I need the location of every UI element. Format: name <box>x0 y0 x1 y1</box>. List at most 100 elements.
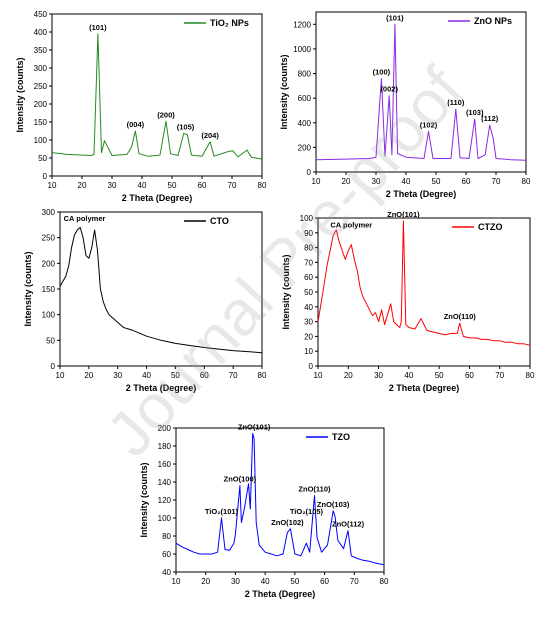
plot-frame <box>315 11 527 173</box>
y-tick-label: 180 <box>158 442 172 451</box>
x-tick-label: 60 <box>198 181 207 190</box>
chart-panel-4: 10 20 30 40 50 60 70 8001020304050607080901002 … <box>281 210 535 393</box>
x-tick-label: 80 <box>522 177 531 186</box>
y-tick-label: 140 <box>158 478 172 487</box>
chart-panel-3: 10 20 30 40 50 60 70 80 0 50 100 150 200 250 300 2 Thet… <box>23 208 267 393</box>
y-tick-label: 600 <box>298 94 312 103</box>
x-tick-label: 70 <box>492 177 501 186</box>
x-tick-label: 80 <box>526 371 535 380</box>
y-tick-label: 70 <box>304 258 313 267</box>
plot-frame <box>51 13 263 177</box>
y-tick-label: 30 <box>304 318 313 327</box>
plot-frame <box>317 217 531 367</box>
x-tick-label: 70 <box>228 181 237 190</box>
y-axis-label: Intensity (counts) <box>281 254 291 329</box>
peak-label: ZnO(101) <box>387 210 420 219</box>
y-tick-label: 200 <box>34 100 48 109</box>
x-tick-label: 30 <box>113 371 122 380</box>
chart-panel-1: 10 20 30 40 50 60 70 80 0 50 100 150 200 250 300 350 400… <box>15 10 267 203</box>
x-tick-label: 30 <box>374 371 383 380</box>
y-tick-label: 90 <box>304 229 313 238</box>
peak-label: (100) <box>373 67 391 76</box>
x-tick-label: 60 <box>465 371 474 380</box>
y-axis-label: Intensity (counts) <box>15 57 25 132</box>
x-tick-label: 10 <box>56 371 65 380</box>
peak-label: (004) <box>127 120 145 129</box>
y-tick-label: 450 <box>34 10 48 19</box>
y-tick-label: 300 <box>42 208 56 217</box>
x-tick-label: 80 <box>258 181 267 190</box>
legend-label: CTO <box>210 216 229 226</box>
series-line <box>59 226 263 354</box>
y-tick-label: 20 <box>304 332 313 341</box>
x-tick-label: 60 <box>200 371 209 380</box>
legend-label: TiO₂ NPs <box>210 18 249 28</box>
x-tick-label: 40 <box>402 177 411 186</box>
x-tick-label: 30 <box>231 577 240 586</box>
x-tick-label: 70 <box>229 371 238 380</box>
x-tick-label: 20 <box>342 177 351 186</box>
y-tick-label: 60 <box>304 273 313 282</box>
x-tick-label: 80 <box>258 371 267 380</box>
legend-label: ZnO NPs <box>474 16 512 26</box>
x-axis-label: 2 Theta (Degree) <box>245 589 316 599</box>
x-tick-label: 10 <box>314 371 323 380</box>
x-axis-label: 2 Theta (Degree) <box>389 383 460 393</box>
y-tick-label: 150 <box>42 285 56 294</box>
y-tick-label: 40 <box>162 568 171 577</box>
series-line <box>51 33 263 160</box>
y-tick-label: 200 <box>298 143 312 152</box>
y-tick-label: 50 <box>38 154 47 163</box>
y-tick-label: 400 <box>298 119 312 128</box>
legend-label: CTZO <box>478 222 503 232</box>
peak-label: (200) <box>157 110 175 119</box>
y-tick-label: 1200 <box>293 20 311 29</box>
y-tick-label: 800 <box>298 70 312 79</box>
peak-label: ZnO(110) <box>298 485 331 494</box>
plot-frame <box>59 211 263 367</box>
x-tick-label: 40 <box>138 181 147 190</box>
y-tick-label: 80 <box>162 532 171 541</box>
legend-label: TZO <box>332 432 350 442</box>
x-tick-label: 30 <box>108 181 117 190</box>
y-tick-label: 1000 <box>293 45 311 54</box>
x-tick-label: 10 <box>312 177 321 186</box>
y-tick-label: 0 <box>307 168 312 177</box>
y-tick-label: 0 <box>43 172 48 181</box>
y-axis-label: Intensity (counts) <box>23 251 33 326</box>
peak-label: CA polymer <box>64 214 106 223</box>
y-tick-label: 100 <box>300 214 314 223</box>
peak-label: ZnO(102) <box>271 518 304 527</box>
peak-label: (105) <box>177 123 195 132</box>
y-tick-label: 300 <box>34 64 48 73</box>
series-line <box>315 23 527 161</box>
x-tick-label: 20 <box>201 577 210 586</box>
x-tick-label: 40 <box>404 371 413 380</box>
series-line <box>175 432 385 566</box>
x-axis-label: 2 Theta (Degree) <box>386 189 457 199</box>
peak-label: (002) <box>380 85 398 94</box>
y-tick-label: 0 <box>51 362 56 371</box>
peak-label: ZnO(112) <box>332 520 365 529</box>
y-tick-label: 200 <box>42 259 56 268</box>
y-tick-label: 100 <box>158 514 172 523</box>
x-tick-label: 30 <box>372 177 381 186</box>
x-axis-label: 2 Theta (Degree) <box>126 383 197 393</box>
peak-label: ZnO(103) <box>317 500 350 509</box>
peak-label: (112) <box>481 114 499 123</box>
plot-frame <box>175 427 385 573</box>
x-tick-label: 20 <box>78 181 87 190</box>
y-axis-label: Intensity (counts) <box>139 462 149 537</box>
y-tick-label: 120 <box>158 496 172 505</box>
x-tick-label: 10 <box>48 181 57 190</box>
peak-label: (204) <box>201 131 219 140</box>
y-tick-label: 60 <box>162 550 171 559</box>
y-tick-label: 100 <box>42 311 56 320</box>
x-tick-label: 20 <box>84 371 93 380</box>
y-tick-label: 100 <box>34 136 48 145</box>
y-tick-label: 0 <box>309 362 314 371</box>
x-tick-label: 50 <box>171 371 180 380</box>
peak-label: CA polymer <box>330 220 372 229</box>
y-tick-label: 250 <box>42 234 56 243</box>
